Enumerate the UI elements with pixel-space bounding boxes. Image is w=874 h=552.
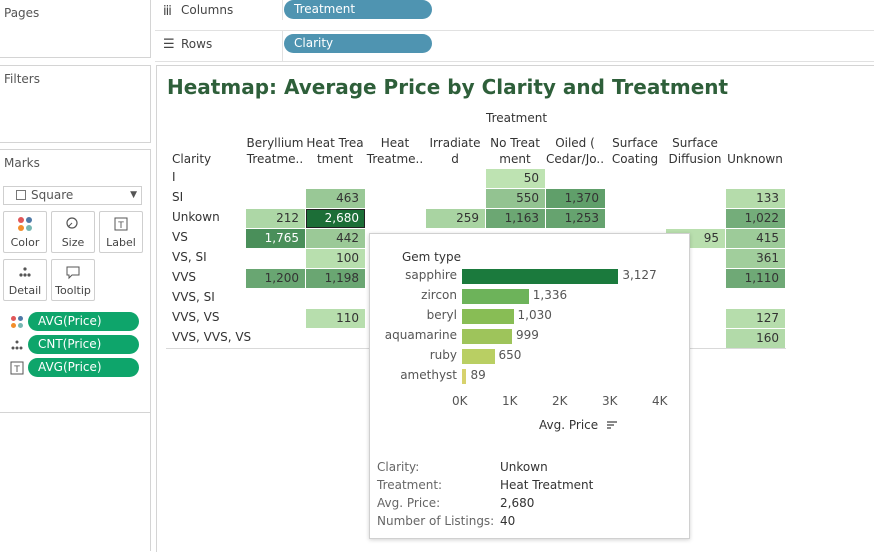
columns-label: Columns bbox=[181, 3, 234, 17]
tooltip-xlabel: Avg. Price bbox=[539, 418, 618, 433]
tooltip-bar-value: 999 bbox=[515, 328, 539, 342]
treatment-pill[interactable]: Treatment bbox=[284, 0, 432, 19]
detail-icon bbox=[4, 264, 46, 284]
tooltip-field-value: Unkown bbox=[500, 460, 548, 474]
tooltip-bar-label: ruby bbox=[429, 348, 457, 362]
tooltip-bar bbox=[462, 349, 495, 364]
left-pane-bottom bbox=[0, 412, 151, 551]
filters-pane[interactable]: Filters bbox=[0, 65, 151, 143]
pages-title: Pages bbox=[4, 6, 40, 20]
columns-shelf[interactable]: iii Columns Treatment bbox=[155, 0, 874, 31]
tooltip-bar-label: zircon bbox=[421, 288, 457, 302]
svg-text:T: T bbox=[117, 221, 124, 231]
tooltip-x-tick: 3K bbox=[602, 394, 618, 408]
tooltip-x-tick: 1K bbox=[502, 394, 518, 408]
cnt-price-detail-pill[interactable]: CNT(Price) bbox=[28, 335, 139, 354]
avg-price-color-pill[interactable]: AVG(Price) bbox=[28, 312, 139, 331]
tooltip-bar bbox=[462, 369, 467, 384]
tooltip-field-key: Treatment: bbox=[377, 478, 443, 492]
tooltip-field-key: Number of Listings: bbox=[377, 514, 495, 528]
color-button[interactable]: Color bbox=[3, 211, 47, 253]
tooltip-bar-label: sapphire bbox=[405, 268, 457, 282]
size-button[interactable]: Size bbox=[51, 211, 95, 253]
tooltip-popup: Gem type sapphire 3,127 zircon 1,336 beryl 1,… bbox=[369, 233, 690, 539]
rows-shelf[interactable]: ☰ Rows Clarity bbox=[155, 30, 874, 62]
pages-pane: Pages bbox=[0, 0, 151, 58]
tooltip-field-value: 2,680 bbox=[500, 496, 535, 510]
svg-text:T: T bbox=[13, 365, 20, 375]
tooltip-label: Tooltip bbox=[55, 284, 91, 297]
row-field-header: Clarity bbox=[172, 152, 212, 166]
tooltip-chart-title: Gem type bbox=[402, 250, 461, 264]
filters-title: Filters bbox=[4, 72, 40, 86]
mark-type-dropdown[interactable]: Square ▼ bbox=[3, 186, 142, 205]
detail-pill-icon bbox=[10, 337, 24, 356]
columns-separator bbox=[282, 0, 283, 20]
tooltip-icon bbox=[52, 264, 94, 284]
tooltip-bar bbox=[462, 309, 514, 324]
rows-icon: ☰ bbox=[163, 37, 175, 52]
tooltip-xlabel-text: Avg. Price bbox=[539, 418, 599, 432]
color-pill-icon bbox=[10, 314, 24, 333]
label-button[interactable]: T Label bbox=[99, 211, 143, 253]
tooltip-bar-label: amethyst bbox=[400, 368, 457, 382]
tooltip-bar-value: 89 bbox=[470, 368, 486, 382]
color-icon bbox=[4, 216, 46, 236]
tooltip-field-value: Heat Treatment bbox=[500, 478, 594, 492]
view-title: Heatmap: Average Price by Clarity and Tr… bbox=[167, 75, 729, 99]
tooltip-bar bbox=[462, 329, 512, 344]
column-field-header: Treatment bbox=[486, 111, 548, 125]
tooltip-bar-chart: sapphire 3,127 zircon 1,336 beryl 1,030 aquama… bbox=[370, 234, 689, 444]
tooltip-bar-value: 1,336 bbox=[532, 288, 568, 302]
tooltip-bar-value: 1,030 bbox=[517, 308, 552, 322]
tooltip-field-key: Clarity: bbox=[377, 460, 420, 474]
avg-price-label-pill[interactable]: AVG(Price) bbox=[28, 358, 139, 377]
label-label: Label bbox=[106, 236, 136, 249]
tooltip-bar-value: 650 bbox=[498, 348, 522, 362]
columns-icon: iii bbox=[163, 4, 172, 19]
rows-separator bbox=[282, 31, 283, 61]
square-icon bbox=[16, 190, 26, 200]
label-pill-icon: T bbox=[10, 360, 24, 379]
tooltip-bar-label: beryl bbox=[426, 308, 457, 322]
label-icon: T bbox=[100, 216, 142, 236]
marks-pane: Marks Square ▼ Color Size T Label Detail… bbox=[0, 149, 151, 413]
rows-label: Rows bbox=[181, 37, 213, 51]
color-label: Color bbox=[10, 236, 40, 249]
view-area bbox=[156, 65, 874, 552]
size-icon bbox=[52, 216, 94, 236]
tooltip-x-tick: 2K bbox=[552, 394, 568, 408]
clarity-pill[interactable]: Clarity bbox=[284, 34, 432, 53]
tooltip-x-tick: 0K bbox=[452, 394, 468, 408]
chevron-down-icon: ▼ bbox=[130, 190, 137, 200]
sort-icon[interactable] bbox=[606, 419, 618, 433]
tooltip-bar-value: 3,127 bbox=[622, 268, 657, 282]
tooltip-bar-label: aquamarine bbox=[384, 328, 457, 342]
tooltip-button[interactable]: Tooltip bbox=[51, 259, 95, 301]
tooltip-bar bbox=[462, 269, 619, 284]
tooltip-x-tick: 4K bbox=[652, 394, 668, 408]
tooltip-bar bbox=[462, 289, 529, 304]
mark-type-label: Square bbox=[31, 188, 74, 202]
detail-label: Detail bbox=[8, 284, 42, 297]
tooltip-field-key: Avg. Price: bbox=[377, 496, 441, 510]
size-label: Size bbox=[61, 236, 85, 249]
tooltip-field-value: 40 bbox=[500, 514, 516, 528]
detail-button[interactable]: Detail bbox=[3, 259, 47, 301]
marks-title: Marks bbox=[4, 156, 40, 170]
